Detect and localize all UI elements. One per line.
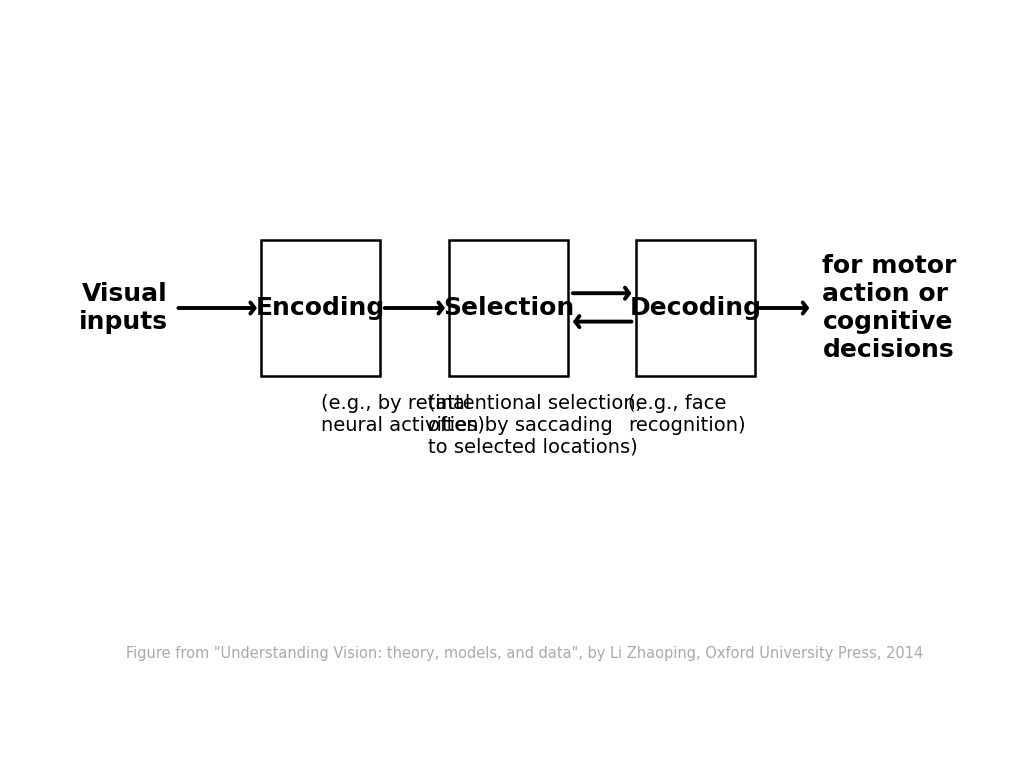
Text: Encoding: Encoding bbox=[256, 296, 385, 320]
Text: Selection: Selection bbox=[443, 296, 574, 320]
Text: (attentional selection,
often by saccading
to selected locations): (attentional selection, often by saccadi… bbox=[428, 394, 642, 457]
Text: for motor
action or
cognitive
decisions: for motor action or cognitive decisions bbox=[822, 254, 956, 362]
Text: Visual
inputs: Visual inputs bbox=[79, 282, 168, 334]
Text: Decoding: Decoding bbox=[630, 296, 762, 320]
Bar bbox=[450, 240, 568, 376]
Text: Figure from "Understanding Vision: theory, models, and data", by Li Zhaoping, Ox: Figure from "Understanding Vision: theor… bbox=[126, 646, 924, 661]
Bar bbox=[636, 240, 755, 376]
Text: (e.g., face
recognition): (e.g., face recognition) bbox=[628, 394, 745, 435]
Text: (e.g., by retinal
neural activities): (e.g., by retinal neural activities) bbox=[321, 394, 484, 435]
Bar bbox=[261, 240, 380, 376]
